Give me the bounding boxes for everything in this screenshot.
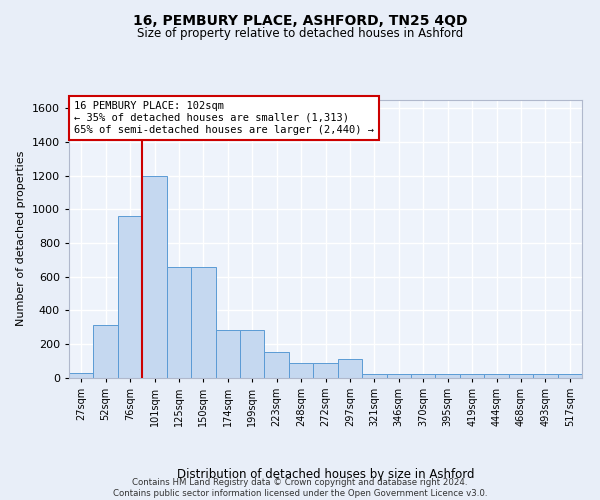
- Bar: [386, 374, 411, 378]
- Bar: [362, 374, 386, 378]
- Bar: [167, 266, 191, 378]
- Bar: [557, 374, 582, 378]
- Bar: [289, 363, 313, 378]
- Text: Size of property relative to detached houses in Ashford: Size of property relative to detached ho…: [137, 28, 463, 40]
- Bar: [436, 374, 460, 378]
- Text: 16 PEMBURY PLACE: 102sqm
← 35% of detached houses are smaller (1,313)
65% of sem: 16 PEMBURY PLACE: 102sqm ← 35% of detach…: [74, 102, 374, 134]
- Text: Contains HM Land Registry data © Crown copyright and database right 2024.
Contai: Contains HM Land Registry data © Crown c…: [113, 478, 487, 498]
- Bar: [313, 363, 338, 378]
- Bar: [118, 216, 142, 378]
- X-axis label: Distribution of detached houses by size in Ashford: Distribution of detached houses by size …: [177, 468, 474, 480]
- Text: 16, PEMBURY PLACE, ASHFORD, TN25 4QD: 16, PEMBURY PLACE, ASHFORD, TN25 4QD: [133, 14, 467, 28]
- Bar: [338, 359, 362, 378]
- Bar: [191, 266, 215, 378]
- Bar: [484, 374, 509, 378]
- Bar: [411, 374, 436, 378]
- Bar: [460, 374, 484, 378]
- Bar: [240, 330, 265, 378]
- Bar: [509, 374, 533, 378]
- Bar: [94, 326, 118, 378]
- Bar: [215, 330, 240, 378]
- Bar: [533, 374, 557, 378]
- Y-axis label: Number of detached properties: Number of detached properties: [16, 151, 26, 326]
- Bar: [265, 352, 289, 378]
- Bar: [69, 374, 94, 378]
- Bar: [142, 176, 167, 378]
